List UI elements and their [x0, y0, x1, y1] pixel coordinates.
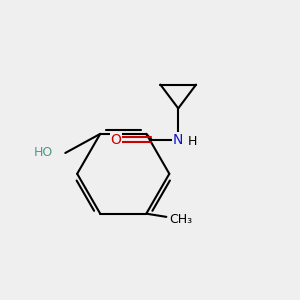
Text: O: O — [110, 133, 121, 147]
Text: N: N — [173, 133, 183, 147]
Text: H: H — [188, 135, 197, 148]
Text: CH₃: CH₃ — [169, 213, 192, 226]
Text: HO: HO — [34, 146, 53, 160]
